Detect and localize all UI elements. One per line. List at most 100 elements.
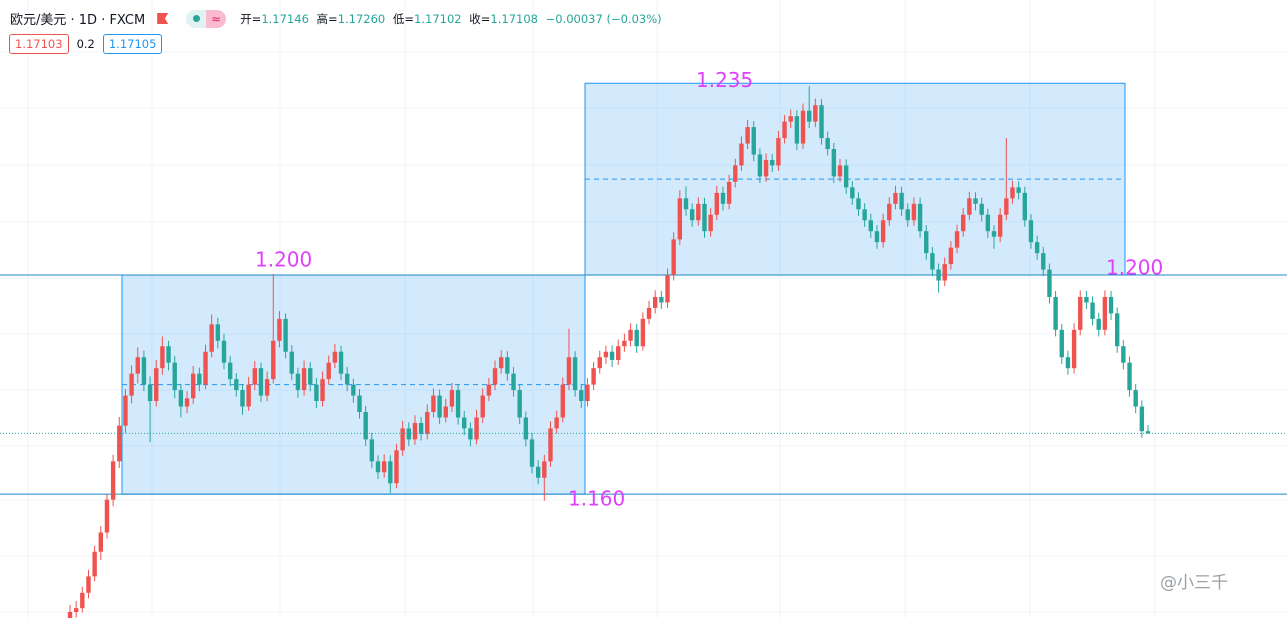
candle-body: [1071, 329, 1077, 369]
candle-body: [147, 384, 153, 402]
candle-body: [246, 384, 251, 407]
candle-body: [825, 138, 830, 150]
candle-body: [696, 203, 701, 221]
candle-body: [160, 346, 165, 369]
candle-body: [579, 390, 584, 402]
candle-body: [443, 406, 448, 418]
candle-body: [240, 390, 245, 407]
quote-row: 1.17103 0.2 1.17105: [9, 34, 163, 54]
candle-body: [659, 296, 664, 303]
candle-body: [671, 239, 676, 276]
ask-button[interactable]: 1.17105: [102, 34, 163, 54]
candle-body: [961, 214, 966, 232]
candle-body: [264, 379, 270, 396]
candle-body: [776, 138, 781, 166]
candle-body: [178, 390, 184, 407]
candle-body: [1022, 192, 1027, 221]
status-pill[interactable]: ≈: [186, 9, 227, 28]
change: −0.00037 (−0.03%): [545, 11, 662, 26]
candle-body: [948, 247, 954, 265]
candle-body: [603, 351, 609, 358]
candle-body: [492, 368, 498, 385]
watermark: @小三千: [1160, 573, 1228, 593]
candle-body: [535, 466, 541, 478]
candle-body: [462, 417, 467, 429]
candle-body: [979, 203, 984, 215]
candle-body: [1053, 296, 1058, 330]
annotation: 1.200: [1106, 256, 1163, 280]
candle-body: [640, 318, 646, 347]
candle-body: [997, 214, 1003, 237]
candle-body: [751, 127, 756, 155]
candle-body: [1096, 318, 1101, 330]
bid-button[interactable]: 1.17103: [9, 34, 69, 54]
candle-body: [455, 390, 461, 418]
candle-body: [529, 439, 535, 467]
candle-body: [104, 499, 110, 533]
candle-body: [930, 253, 935, 270]
candle-body: [813, 105, 818, 122]
candle-body: [449, 390, 455, 407]
candle-body: [418, 422, 424, 434]
candle-body: [726, 181, 732, 204]
candle-body: [1010, 187, 1015, 199]
candle-body: [616, 346, 621, 360]
candle-body: [807, 110, 812, 122]
candle-body: [874, 231, 880, 243]
symbol: 欧元/美元 · 1D · FXCM: [10, 13, 146, 28]
candle-body: [135, 357, 140, 374]
ohlc-value: 1.17108: [490, 11, 538, 26]
candle-body: [67, 611, 73, 618]
ohlc-value: 1.17146: [261, 11, 309, 26]
candle-body: [1121, 346, 1126, 363]
candle-body: [523, 417, 529, 440]
candle-body: [129, 373, 134, 396]
candle-body: [837, 165, 843, 177]
ohlc-label: 开=: [240, 11, 262, 26]
candle-body: [862, 209, 867, 221]
candle-body: [1016, 187, 1021, 193]
candle-body: [566, 357, 572, 385]
candle-body: [887, 203, 892, 221]
candle-body: [431, 395, 436, 412]
candle-body: [154, 368, 159, 402]
ohlc-label: 收=: [469, 11, 491, 26]
candle-body: [277, 318, 282, 341]
candle-body: [468, 428, 473, 440]
candle-body: [677, 198, 683, 240]
candle-body: [480, 395, 485, 418]
candle-body: [474, 417, 479, 440]
candle-body: [850, 187, 855, 199]
candle-body: [234, 379, 239, 391]
candle-body: [942, 264, 947, 281]
candle-body: [406, 428, 411, 440]
candle-body: [739, 143, 744, 166]
candle-body: [412, 422, 418, 440]
candle-body: [911, 203, 917, 221]
candle-body: [819, 105, 824, 139]
candle-body: [856, 198, 861, 210]
candle-body: [548, 428, 553, 462]
candle-body: [689, 209, 695, 221]
candle-body: [400, 428, 405, 451]
candle-body: [967, 198, 972, 215]
candle-body: [936, 269, 941, 281]
ohlc-readout: 开=1.17146 高=1.17260 低=1.17102 收=1.17108 …: [240, 11, 661, 27]
candle-body: [98, 532, 103, 552]
candle-body: [486, 384, 492, 396]
candle-body: [221, 340, 227, 363]
candle-body: [369, 439, 375, 462]
candle-body: [985, 214, 991, 232]
flag-icon[interactable]: [157, 13, 169, 24]
candle-body: [215, 324, 221, 341]
candle-body: [1078, 296, 1083, 330]
candle-body: [924, 231, 929, 254]
candle-body: [597, 357, 602, 369]
candle-body: [954, 231, 960, 248]
candle-body: [363, 412, 368, 440]
candle-body: [197, 373, 202, 385]
annotation: 1.160: [568, 487, 625, 511]
candle-body: [554, 417, 559, 429]
candle-body: [683, 198, 689, 210]
